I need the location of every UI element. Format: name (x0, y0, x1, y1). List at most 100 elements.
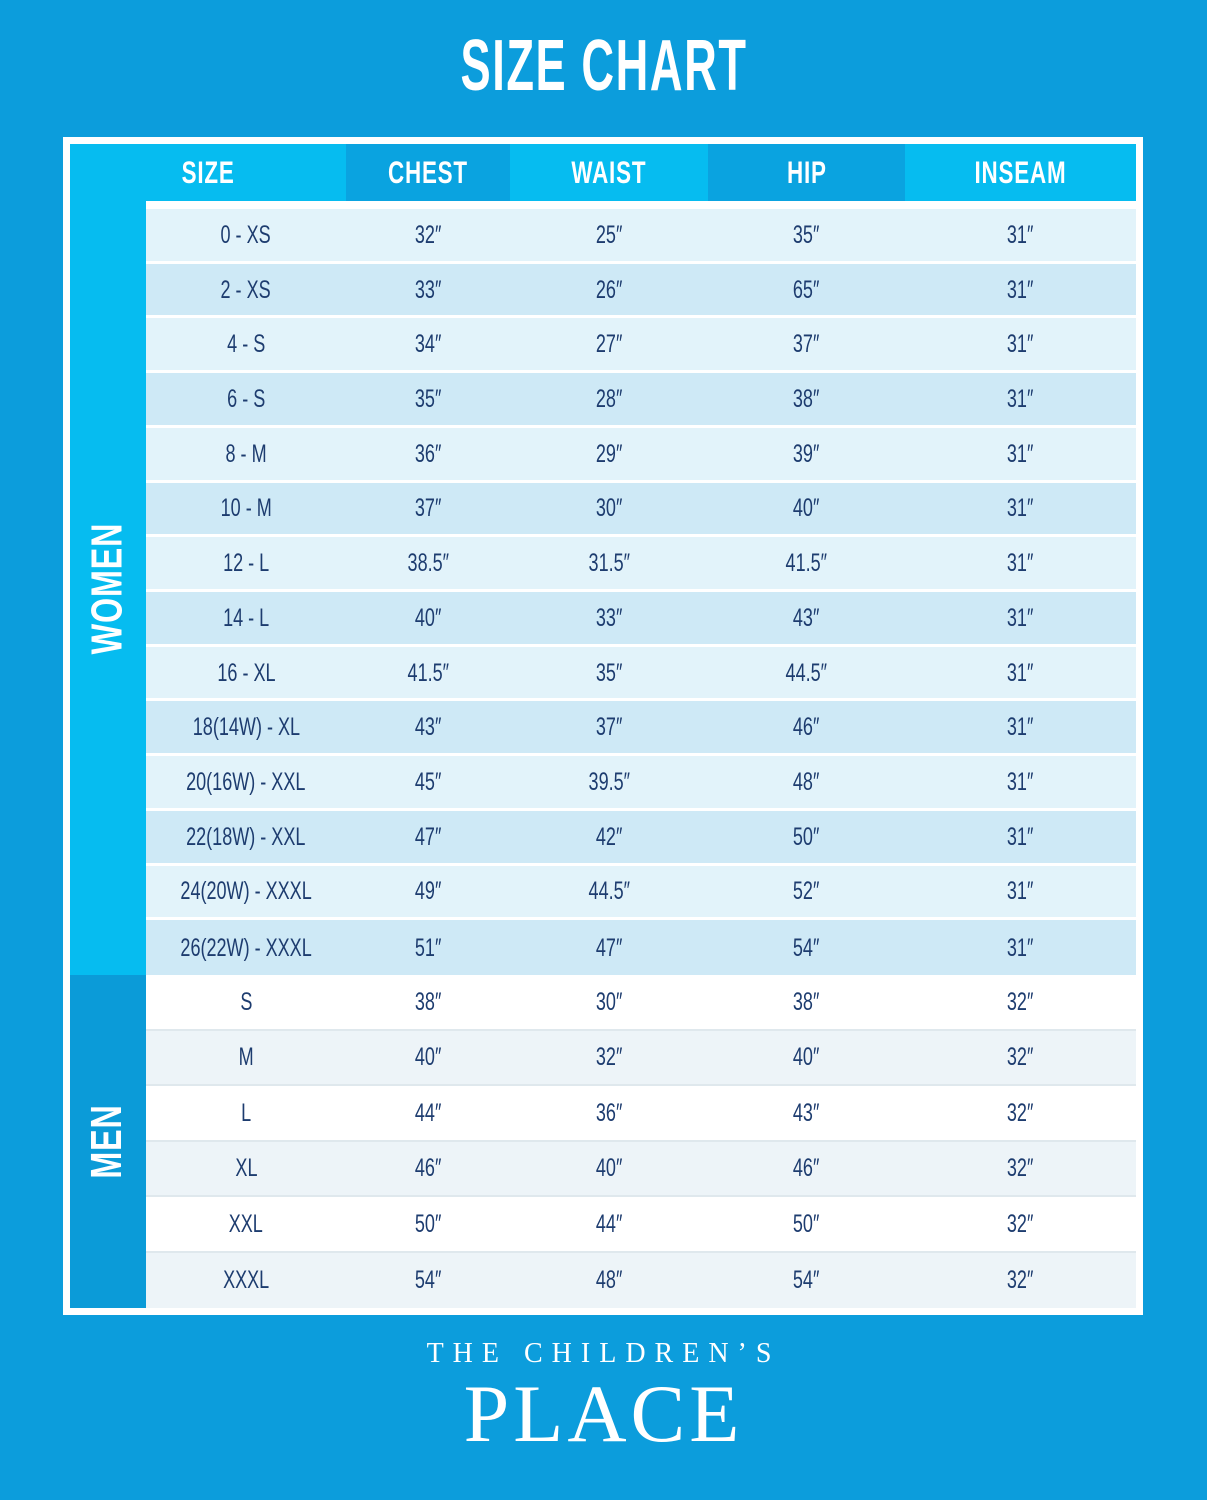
cell-waist: 25″ (595, 220, 623, 249)
cell-chest: 54″ (414, 1265, 442, 1294)
cell-size: 8 - M (225, 439, 267, 468)
cell-inseam: 31″ (1007, 493, 1034, 522)
men-rows: S 38″ 30″ 38″ 32″ M 40″ 32″ 40″ 32″ L 44… (146, 975, 1136, 1308)
cell-hip: 38″ (793, 384, 820, 413)
cell-hip: 44.5″ (785, 658, 828, 687)
cell-hip: 65″ (793, 275, 820, 304)
women-rows: 0 - XS 32″ 25″ 35″ 31″ 2 - XS 33″ 26″ 65… (146, 209, 1136, 975)
table-row: M 40″ 32″ 40″ 32″ (146, 1030, 1136, 1086)
cell-inseam: 31″ (1007, 548, 1034, 577)
cell-size: S (239, 987, 253, 1016)
cell-size: 20(16W) - XXL (186, 767, 306, 796)
cell-size: 0 - XS (220, 220, 272, 249)
cell-waist: 30″ (595, 493, 623, 522)
cell-size: 2 - XS (220, 275, 272, 304)
cell-chest: 44″ (414, 1098, 442, 1127)
cell-hip: 50″ (793, 1209, 820, 1238)
table-row: 22(18W) - XXL 47″ 42″ 50″ 31″ (146, 810, 1136, 866)
section-sidebar: WOMEN MEN (70, 201, 146, 1308)
men-section-label: MEN (70, 975, 146, 1308)
cell-waist: 40″ (595, 1153, 623, 1182)
page-title-text: SIZE CHART (459, 24, 748, 106)
cell-hip: 43″ (793, 603, 820, 632)
cell-size: 6 - S (226, 384, 266, 413)
cell-chest: 38.5″ (407, 548, 449, 577)
table-row: 6 - S 35″ 28″ 38″ 31″ (146, 373, 1136, 428)
cell-chest: 41.5″ (407, 658, 449, 687)
cell-inseam: 31″ (1007, 933, 1034, 962)
cell-waist: 32″ (595, 1042, 623, 1071)
cell-inseam: 31″ (1007, 658, 1034, 687)
cell-hip: 39″ (793, 439, 820, 468)
cell-chest: 35″ (414, 384, 442, 413)
cell-waist: 42″ (595, 822, 623, 851)
cell-hip: 46″ (793, 1153, 820, 1182)
table-row: S 38″ 30″ 38″ 32″ (146, 975, 1136, 1031)
cell-hip: 54″ (793, 1265, 820, 1294)
cell-chest: 47″ (414, 822, 442, 851)
cell-size: XXL (228, 1209, 264, 1238)
table-row: 12 - L 38.5″ 31.5″ 41.5″ 31″ (146, 537, 1136, 592)
cell-size: 16 - XL (216, 658, 276, 687)
cell-waist: 44″ (595, 1209, 623, 1238)
cell-size: L (240, 1098, 252, 1127)
cell-inseam: 31″ (1007, 767, 1034, 796)
cell-inseam: 31″ (1007, 876, 1034, 905)
table-row: XL 46″ 40″ 46″ 32″ (146, 1141, 1136, 1197)
cell-hip: 43″ (793, 1098, 820, 1127)
table-row: 0 - XS 32″ 25″ 35″ 31″ (146, 209, 1136, 264)
cell-chest: 37″ (414, 493, 442, 522)
header-cell-chest: CHEST (346, 144, 510, 201)
table-row: XXXL 54″ 48″ 54″ 32″ (146, 1252, 1136, 1308)
brand-logo: THE CHILDREN’S PLACE (0, 1338, 1207, 1456)
header-cell-size: SIZE (70, 144, 346, 201)
cell-waist: 30″ (595, 987, 623, 1016)
cell-chest: 40″ (414, 603, 442, 632)
cell-waist: 31.5″ (588, 548, 630, 577)
cell-hip: 38″ (793, 987, 820, 1016)
cell-inseam: 32″ (1007, 1042, 1034, 1071)
cell-size: M (238, 1042, 254, 1071)
cell-waist: 37″ (595, 712, 623, 741)
cell-waist: 36″ (595, 1098, 623, 1127)
page-title: SIZE CHART (0, 20, 1207, 112)
table-row: 24(20W) - XXXL 49″ 44.5″ 52″ 31″ (146, 865, 1136, 921)
cell-hip: 52″ (793, 876, 820, 905)
cell-hip: 41.5″ (785, 548, 828, 577)
cell-size: 24(20W) - XXXL (180, 876, 312, 905)
cell-waist: 35″ (595, 658, 623, 687)
women-section-label: WOMEN (70, 201, 146, 975)
cell-size: 22(18W) - XXL (186, 822, 306, 851)
cell-chest: 50″ (414, 1209, 442, 1238)
cell-inseam: 32″ (1007, 1153, 1034, 1182)
brand-name-top: THE CHILDREN’S (426, 1338, 781, 1369)
cell-inseam: 32″ (1007, 1265, 1034, 1294)
cell-chest: 38″ (414, 987, 442, 1016)
cell-chest: 46″ (414, 1153, 442, 1182)
cell-inseam: 31″ (1007, 822, 1034, 851)
cell-size: 18(14W) - XL (192, 712, 300, 741)
cell-chest: 51″ (414, 933, 442, 962)
cell-inseam: 31″ (1007, 384, 1034, 413)
cell-inseam: 31″ (1007, 439, 1034, 468)
cell-hip: 54″ (793, 933, 820, 962)
cell-chest: 43″ (414, 712, 442, 741)
cell-size: 10 - M (220, 493, 272, 522)
cell-inseam: 31″ (1007, 329, 1034, 358)
cell-inseam: 32″ (1007, 1209, 1034, 1238)
table-row: 4 - S 34″ 27″ 37″ 31″ (146, 318, 1136, 374)
cell-hip: 37″ (793, 329, 820, 358)
header-cell-hip: HIP (708, 144, 905, 201)
table-row: L 44″ 36″ 43″ 32″ (146, 1086, 1136, 1142)
table-row: 8 - M 36″ 29″ 39″ 31″ (146, 427, 1136, 483)
table-body: WOMEN MEN 0 - XS 32″ 25″ 35″ 31″ 2 - XS … (70, 201, 1136, 1308)
cell-chest: 34″ (414, 329, 442, 358)
cell-size: 4 - S (226, 329, 266, 358)
table-row: 20(16W) - XXL 45″ 39.5″ 48″ 31″ (146, 756, 1136, 811)
header-cell-inseam: INSEAM (905, 144, 1136, 201)
cell-chest: 45″ (414, 767, 442, 796)
cell-waist: 28″ (595, 384, 623, 413)
cell-inseam: 32″ (1007, 987, 1034, 1016)
cell-size: 26(22W) - XXXL (180, 933, 312, 962)
cell-size: 14 - L (222, 603, 270, 632)
